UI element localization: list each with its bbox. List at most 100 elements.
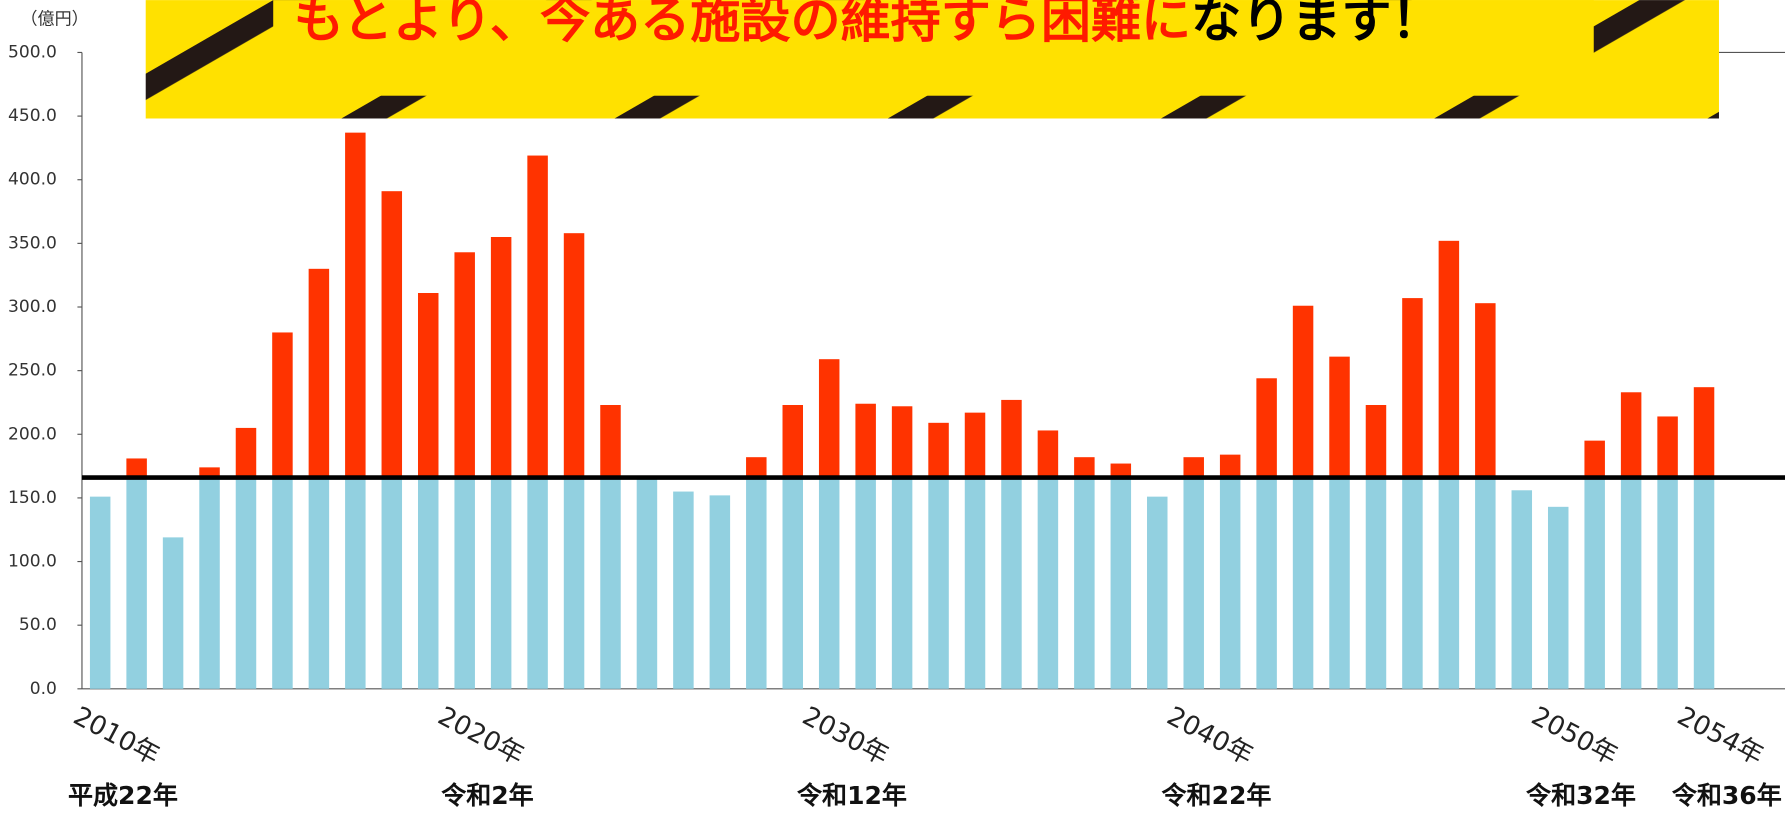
bar-above [818, 359, 840, 478]
bar-below [891, 477, 913, 689]
bar-above [1693, 387, 1715, 478]
bar-below [1219, 477, 1241, 689]
banner-red: もとより、今ある施設の維持すら困難に [294, 0, 1191, 48]
bar-below [709, 495, 731, 689]
bar-below [527, 477, 548, 689]
bar-below [1584, 477, 1605, 689]
bar-above [1001, 399, 1022, 478]
bar-above [235, 427, 257, 478]
bar-above [964, 412, 986, 478]
y-tick-label: 500.0 [8, 42, 57, 62]
bar-above [1219, 454, 1241, 478]
bar-below [381, 477, 403, 689]
bar-below [272, 477, 293, 689]
y-tick-label: 50.0 [19, 615, 57, 635]
bar-above [782, 405, 803, 478]
bar-above [345, 132, 366, 478]
bar-above [1329, 356, 1350, 478]
unit-label: （億円） [20, 9, 88, 29]
bar-above [490, 237, 512, 478]
bar-below [1110, 477, 1132, 689]
bar-above [527, 155, 548, 478]
y-tick-label: 150.0 [8, 488, 57, 508]
y-tick-label: 350.0 [8, 233, 57, 253]
y-tick-label: 100.0 [8, 552, 57, 572]
y-tick-label: 0.0 [30, 679, 57, 699]
bar-below [1292, 477, 1314, 689]
bar-above [1256, 378, 1277, 478]
banner: もとより、今ある施設の維持すら困難になります！ [145, 0, 1719, 119]
bar-below [964, 477, 986, 689]
bar-above [1475, 303, 1496, 478]
bar-above [891, 406, 913, 478]
bar-above [1657, 416, 1678, 478]
bar-above [928, 422, 949, 478]
era-label: 令和32年 [1526, 781, 1636, 810]
bar-above [199, 467, 220, 478]
y-tick-label: 450.0 [8, 106, 57, 126]
bar-above [1074, 457, 1095, 478]
bar-below [673, 491, 694, 689]
x-tick-label: 2050年 [1526, 701, 1622, 771]
bar-below [1693, 477, 1715, 689]
bar-below [1475, 477, 1496, 689]
banner-black: なります！ [1191, 0, 1441, 48]
bar-above [1037, 430, 1059, 478]
bar-below [454, 477, 475, 689]
x-tick-label: 2030年 [797, 701, 893, 771]
bar-above [126, 458, 147, 478]
bar-below [1402, 477, 1423, 689]
y-tick-label: 400.0 [8, 170, 57, 190]
bar-above [1438, 240, 1460, 478]
era-label: 令和12年 [797, 781, 907, 810]
bar-below [1620, 477, 1642, 689]
bar-above [1402, 298, 1423, 478]
bar-above [600, 405, 621, 478]
bar-below [746, 477, 767, 689]
bar-below [199, 477, 220, 689]
bar-above [1110, 463, 1132, 478]
bar-below [782, 477, 803, 689]
bar-below [1147, 496, 1168, 689]
bar-below [818, 477, 840, 689]
era-label: 令和36年 [1672, 781, 1782, 810]
bar-below [1074, 477, 1095, 689]
bar-below [855, 477, 876, 689]
y-tick-label: 250.0 [8, 361, 57, 381]
bar-below [89, 496, 111, 689]
bar-above [454, 252, 475, 478]
bar-below [563, 477, 585, 689]
x-tick-label: 2040年 [1162, 701, 1258, 771]
bar-below [1256, 477, 1277, 689]
bar-above [381, 191, 403, 478]
banner-panel [273, 0, 1594, 96]
bar-below [1657, 477, 1678, 689]
bar-above [417, 293, 439, 478]
bar-above [1292, 305, 1314, 478]
era-label: 令和2年 [441, 781, 534, 810]
bar-below [1037, 477, 1059, 689]
banner-text: もとより、今ある施設の維持すら困難になります！ [294, 0, 1442, 48]
bar-above [1584, 440, 1605, 478]
bar-below [1001, 477, 1022, 689]
bar-below [1183, 477, 1204, 689]
bar-above [855, 403, 876, 478]
bar-above [272, 332, 293, 478]
bar-below [600, 477, 621, 689]
bar-below [345, 477, 366, 689]
bar-above [746, 457, 767, 478]
y-tick-label: 200.0 [8, 424, 57, 444]
bar-below [126, 477, 147, 689]
x-tick-label: 2054年 [1672, 701, 1768, 771]
bar-below [1438, 477, 1460, 689]
era-label: 平成22年 [68, 781, 178, 810]
y-tick-label: 300.0 [8, 297, 57, 317]
bar-below [162, 537, 184, 689]
bar-below [490, 477, 512, 689]
bar-below [636, 478, 658, 689]
bar-above [1620, 392, 1642, 478]
bar-below [308, 477, 330, 689]
bar-below [1329, 477, 1350, 689]
bar-above [563, 233, 585, 478]
